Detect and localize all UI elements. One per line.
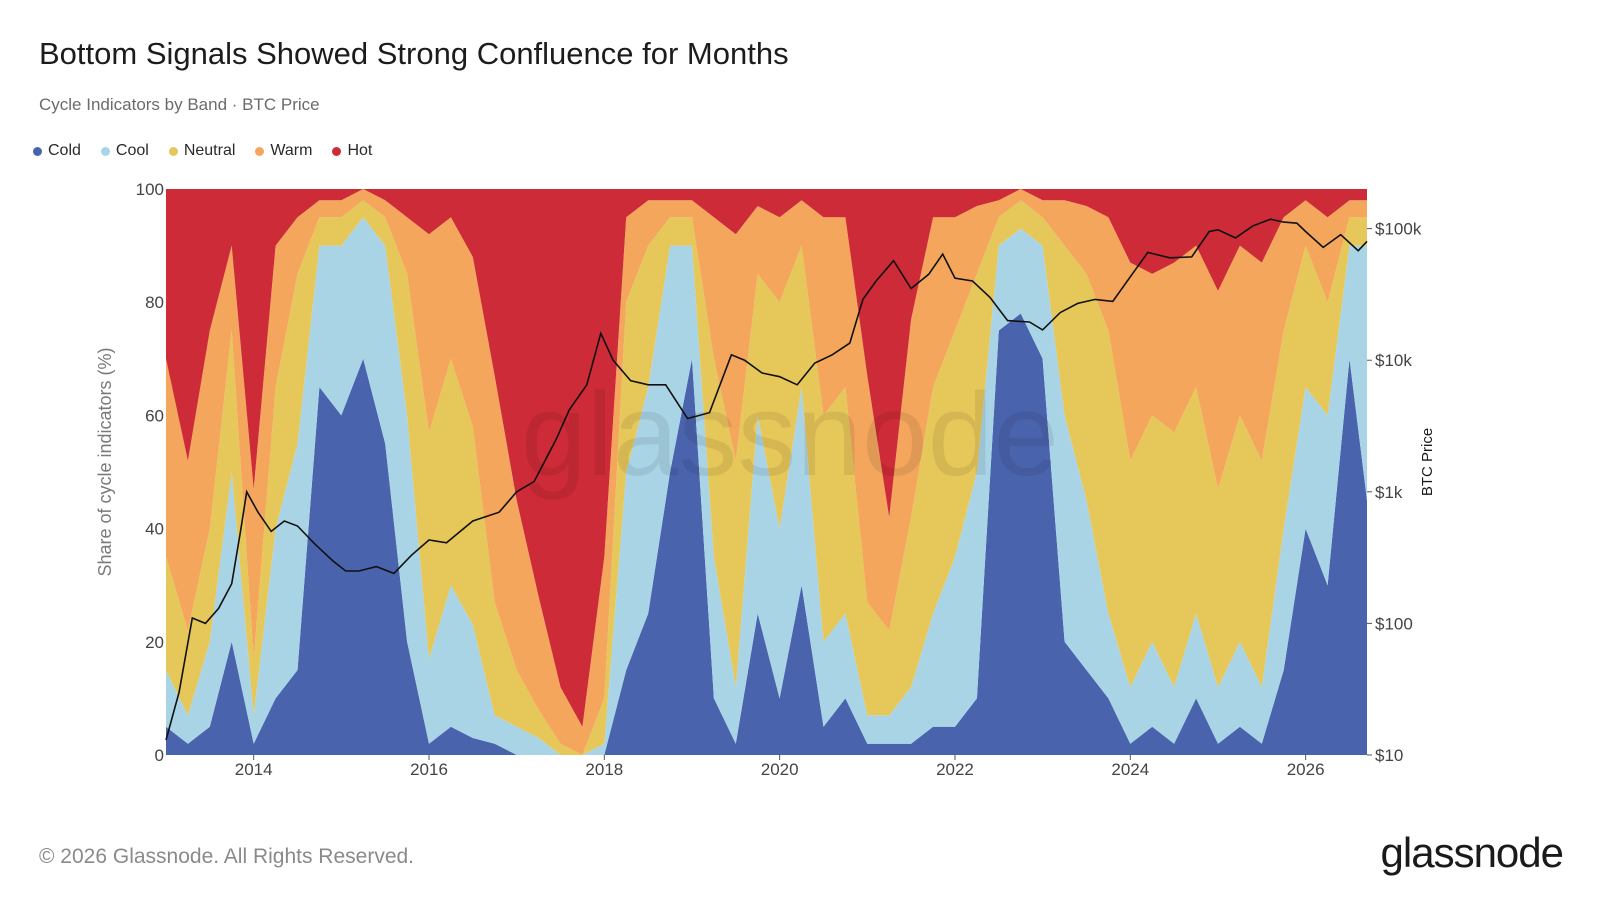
x-tick-label: 2016 — [410, 760, 448, 779]
x-tick-label: 2018 — [585, 760, 623, 779]
legend-label-neutral: Neutral — [183, 142, 236, 159]
x-tick-label: 2022 — [936, 760, 974, 779]
area-warm[interactable] — [166, 189, 1367, 755]
x-tick-label: 2020 — [761, 760, 799, 779]
legend-label-warm: Warm — [270, 142, 313, 159]
x-tick-label: 2024 — [1111, 760, 1149, 779]
stacked-areas — [166, 189, 1367, 756]
legend-dot-cool — [100, 146, 110, 156]
y-tick-label: 40 — [145, 520, 164, 539]
legend-label-cool: Cool — [115, 142, 149, 159]
chart-title: Bottom Signals Showed Strong Confluence … — [39, 36, 789, 71]
chart-subtitle: Cycle Indicators by Band · BTC Price — [39, 95, 320, 114]
btc-price-line[interactable] — [165, 218, 1368, 741]
y-tick-label: 60 — [145, 406, 164, 425]
copyright-footer: © 2026 Glassnode. All Rights Reserved. — [39, 845, 415, 868]
legend-label-cold: Cold — [48, 142, 81, 159]
area-cold[interactable] — [166, 313, 1367, 756]
legend: Cold Cool Neutral Warm Hot — [33, 142, 372, 160]
watermark-text: glassnode — [521, 369, 1059, 501]
legend-item-cold[interactable]: Cold — [33, 142, 81, 160]
legend-label-hot: Hot — [347, 142, 373, 159]
y2-tick-label: $1k — [1375, 483, 1403, 502]
legend-item-neutral[interactable]: Neutral — [168, 142, 236, 160]
y-axis-left: 0 20 40 60 80 100 — [136, 180, 164, 765]
y2-axis-label: BTC Price — [1419, 428, 1436, 496]
brand-logo: glassnode — [1380, 829, 1564, 876]
y-axis-right: $10 $100 $1k $10k $100k — [1367, 220, 1422, 765]
x-axis: 2014 2016 2018 2020 2022 2024 2026 — [235, 755, 1325, 779]
area-neutral[interactable] — [166, 200, 1367, 756]
y-tick-label: 20 — [145, 633, 164, 652]
legend-dot-warm — [255, 146, 265, 156]
legend-dot-cold — [33, 146, 42, 156]
y-tick-label: 100 — [136, 180, 164, 199]
y-tick-label: 0 — [155, 746, 164, 765]
y2-tick-label: $10 — [1375, 746, 1403, 765]
legend-item-warm[interactable]: Warm — [255, 142, 312, 160]
legend-dot-hot — [332, 146, 342, 156]
x-tick-label: 2014 — [235, 760, 273, 779]
y2-tick-label: $10k — [1375, 351, 1412, 370]
area-hot[interactable] — [166, 189, 1367, 727]
y-axis-label: Share of cycle indicators (%) — [95, 347, 115, 576]
legend-dot-neutral — [168, 146, 178, 156]
area-cool[interactable] — [166, 217, 1367, 756]
y-tick-label: 80 — [145, 293, 164, 312]
x-tick-label: 2026 — [1287, 760, 1325, 779]
y2-tick-label: $100k — [1375, 220, 1422, 239]
legend-item-cool[interactable]: Cool — [100, 142, 149, 160]
legend-item-hot[interactable]: Hot — [332, 142, 372, 160]
y2-tick-label: $100 — [1375, 614, 1413, 633]
